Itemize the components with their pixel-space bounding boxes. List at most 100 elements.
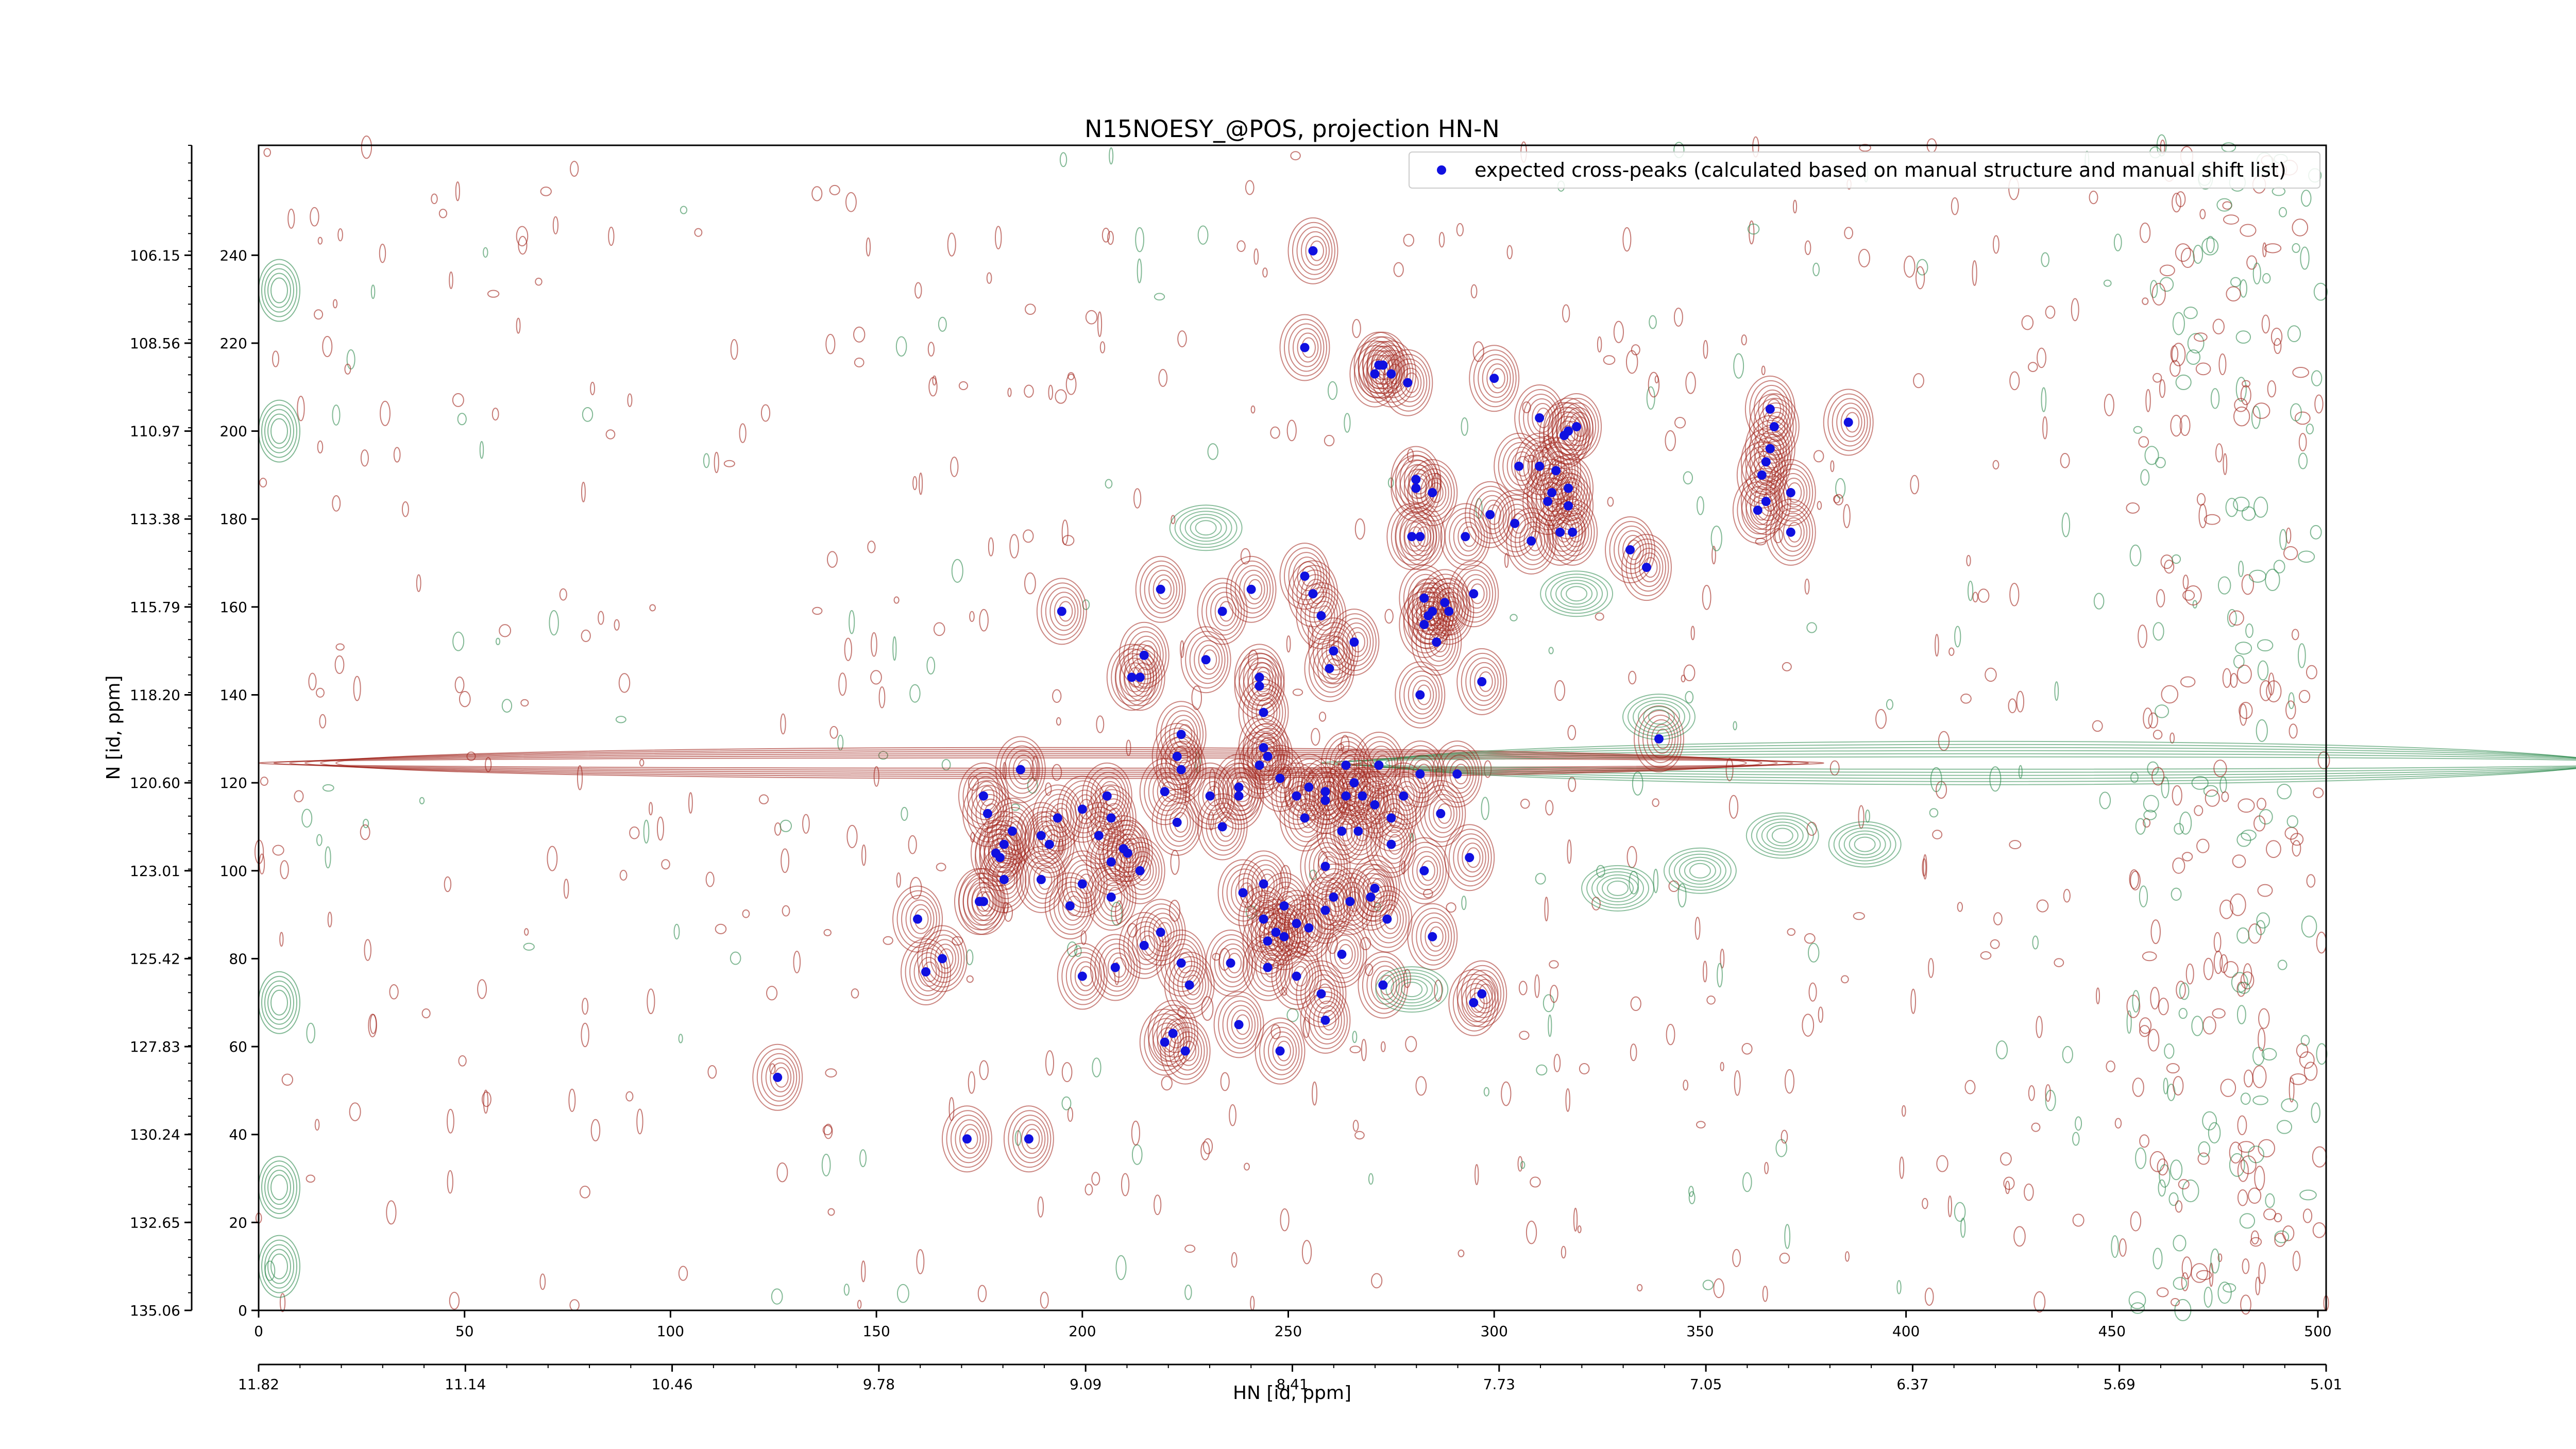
x-tick-label: 0 — [254, 1323, 263, 1340]
cross-peak-point — [1641, 563, 1651, 572]
cross-peak-point — [1246, 584, 1256, 594]
cross-peak-point — [1300, 813, 1310, 823]
cross-peak-point — [1386, 839, 1396, 849]
cross-peak-point — [1118, 844, 1128, 854]
x-tick-label: 300 — [1480, 1323, 1507, 1340]
cross-peak-point — [1786, 488, 1795, 498]
cross-peak-point — [1300, 571, 1310, 581]
legend-box — [1409, 151, 2320, 189]
cross-peak-point — [1386, 813, 1396, 823]
y-tick-label: 180 — [220, 511, 247, 528]
cross-peak-point — [1765, 404, 1775, 414]
cross-peak-point — [1094, 831, 1104, 840]
cross-peak-point — [1411, 475, 1421, 484]
y-axis: 0 20 40 60 80 100 120 140 160 180 200 220 240 — [220, 247, 259, 1319]
cross-peak-point — [1382, 914, 1392, 924]
cross-peak-point — [1349, 778, 1359, 788]
cross-peak-point — [1625, 545, 1635, 554]
cross-peak-point — [1036, 831, 1046, 840]
cross-peak-point — [1489, 374, 1499, 383]
cross-peak-point — [1761, 497, 1771, 507]
x-ppm-tick-label: 8.41 — [1276, 1376, 1308, 1393]
cross-peak-point — [1135, 672, 1145, 682]
y-axis-ppm: 135.06 132.65 130.24 127.83 125.42 123.01 120.… — [130, 145, 193, 1319]
cross-peak-point — [1077, 971, 1087, 981]
cross-peak-point — [978, 897, 988, 906]
y-ppm-tick-label: 132.65 — [130, 1214, 180, 1231]
cross-peak-point — [1007, 827, 1017, 836]
x-ppm-tick-label: 11.14 — [445, 1376, 486, 1393]
cross-peak-point — [1320, 905, 1330, 915]
y-ppm-tick-label: 120.60 — [130, 774, 180, 791]
cross-peak-point — [1279, 901, 1289, 911]
cross-peak-point — [1308, 246, 1318, 256]
cross-peak-point — [1308, 589, 1318, 599]
cross-peak-point — [1543, 497, 1553, 507]
x-ppm-tick-label: 7.05 — [1690, 1376, 1722, 1393]
cross-peak-point — [1259, 879, 1268, 889]
cross-peak-point — [1510, 518, 1520, 528]
y-tick-label: 60 — [229, 1038, 247, 1055]
y-ppm-tick-label: 113.38 — [130, 511, 180, 528]
cross-peak-point — [1370, 369, 1380, 379]
cross-peak-point — [1255, 672, 1264, 682]
cross-peak-point — [1217, 822, 1227, 832]
cross-peak-point — [1341, 791, 1351, 801]
x-tick-label: 500 — [2304, 1323, 2331, 1340]
cross-peak-point — [1329, 646, 1338, 656]
cross-peak-point — [1320, 787, 1330, 797]
y-ppm-tick-label: 106.15 — [130, 247, 180, 264]
y-tick-label: 140 — [220, 687, 247, 704]
cross-peak-point — [1423, 611, 1433, 620]
cross-peak-point — [1341, 761, 1351, 770]
cross-peak-point — [1428, 488, 1437, 498]
cross-peak-point — [1053, 813, 1062, 823]
plot-frame — [258, 144, 2327, 1311]
cross-peak-point — [995, 853, 1005, 863]
cross-peak-point — [1316, 611, 1326, 620]
cross-peak-point — [1036, 874, 1046, 884]
cross-peak-point — [1180, 1046, 1190, 1056]
cross-peak-point — [1572, 422, 1582, 432]
y-tick-label: 20 — [229, 1214, 247, 1231]
cross-peak-point — [1403, 378, 1413, 387]
x-tick-label: 450 — [2098, 1323, 2126, 1340]
cross-peak-point — [1765, 444, 1775, 453]
cross-peak-point — [1547, 488, 1557, 498]
cross-peak-point — [1386, 369, 1396, 379]
cross-peak-point — [1263, 936, 1273, 946]
y-ppm-tick-label: 108.56 — [130, 335, 180, 352]
cross-peak-point — [1415, 532, 1425, 542]
cross-peak-point — [1201, 655, 1211, 665]
cross-peak-point — [1275, 1046, 1285, 1056]
noise-contours — [254, 134, 2330, 1313]
x-ppm-tick-label: 5.69 — [2104, 1376, 2136, 1393]
cross-peak-point — [1753, 506, 1762, 515]
cross-peak-point — [1358, 791, 1367, 801]
cross-peak-point — [1015, 765, 1025, 774]
cross-peak-point — [1110, 963, 1120, 972]
cross-peak-point — [1786, 527, 1795, 537]
cross-peak-point — [1551, 466, 1561, 476]
x-ppm-tick-label: 11.82 — [238, 1376, 279, 1393]
cross-peak-point — [1106, 892, 1116, 902]
cross-peak-point — [1205, 791, 1215, 801]
cross-peak-point — [1156, 928, 1165, 937]
cross-peak-point — [978, 791, 988, 801]
cross-peak-point — [1176, 958, 1186, 968]
cross-peak-point — [1370, 883, 1380, 893]
cross-peak-point — [1428, 932, 1437, 941]
cross-peak-point — [1172, 751, 1182, 761]
cross-peak-point — [1514, 461, 1524, 471]
y-ppm-tick-label: 118.20 — [130, 687, 180, 704]
cross-peak-point — [1292, 971, 1301, 981]
cross-peak-point — [1106, 813, 1116, 823]
y-ppm-tick-label: 127.83 — [130, 1038, 180, 1055]
y-tick-label: 40 — [229, 1126, 247, 1143]
cross-peak-point — [1419, 593, 1429, 603]
cross-peak-point — [1259, 707, 1268, 717]
y-tick-label: 200 — [220, 423, 247, 440]
x-tick-label: 350 — [1686, 1323, 1714, 1340]
cross-peak-point — [1761, 457, 1771, 467]
